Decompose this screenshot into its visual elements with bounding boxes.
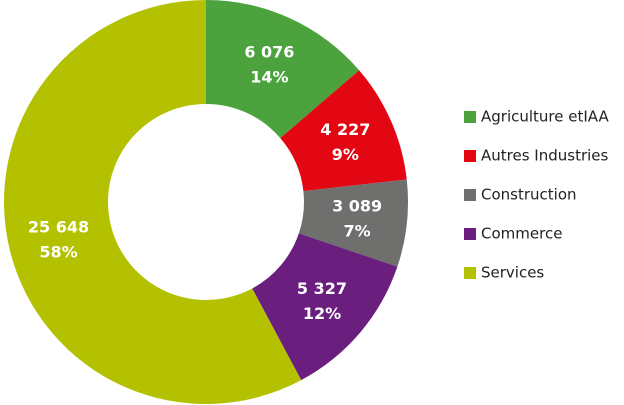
value-label: 3 089 xyxy=(332,197,382,216)
legend-swatch xyxy=(464,228,476,240)
value-label: 4 227 xyxy=(320,120,370,139)
value-label: 25 648 xyxy=(28,217,89,236)
percent-label: 7% xyxy=(344,222,371,241)
legend-swatch xyxy=(464,111,476,123)
legend-label: Commerce xyxy=(481,225,562,243)
percent-label: 58% xyxy=(39,242,77,261)
value-label: 6 076 xyxy=(244,42,294,61)
slice xyxy=(3,0,302,405)
legend-label: Services xyxy=(481,264,544,282)
legend-swatch xyxy=(464,150,476,162)
percent-label: 12% xyxy=(303,304,341,323)
value-label: 5 327 xyxy=(297,279,347,298)
legend-swatch xyxy=(464,267,476,279)
percent-label: 14% xyxy=(250,67,288,86)
percent-label: 9% xyxy=(332,145,359,164)
slice xyxy=(206,0,360,139)
legend-label: Autres Industries xyxy=(481,147,609,165)
legend-label: Agriculture etIAA xyxy=(481,108,609,126)
legend-label: Construction xyxy=(481,186,577,204)
slice xyxy=(298,179,408,267)
legend-swatch xyxy=(464,189,476,201)
slice xyxy=(252,233,398,381)
slice xyxy=(280,70,407,192)
